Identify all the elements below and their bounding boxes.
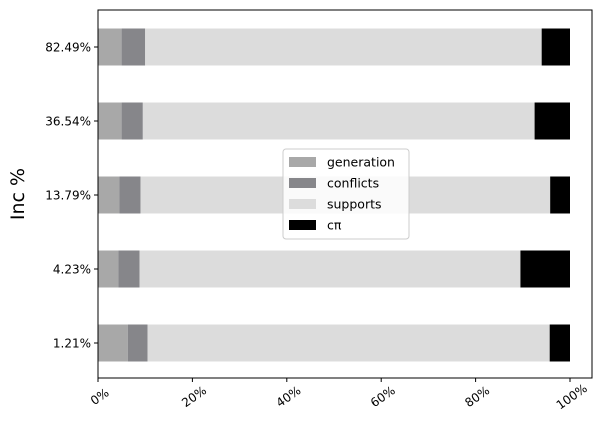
bar-segment-conflicts-3 — [119, 176, 141, 214]
bar-segment-generation-4 — [98, 250, 119, 288]
bar-segment-supports-2 — [142, 102, 535, 140]
bar-segment-cπ-1 — [541, 28, 570, 66]
legend-swatch-supports — [289, 199, 316, 209]
y-axis-title: Inc % — [7, 168, 29, 220]
bar-segment-supports-4 — [139, 250, 521, 288]
legend-label-cπ: cπ — [327, 218, 342, 233]
bar-segment-conflicts-5 — [127, 324, 148, 362]
legend-label-generation: generation — [327, 155, 395, 170]
legend-label-supports: supports — [327, 197, 382, 212]
bar-segment-generation-5 — [98, 324, 128, 362]
y-tick-label: 82.49% — [45, 41, 91, 55]
bar-segment-conflicts-4 — [118, 250, 140, 288]
y-tick-label: 4.23% — [53, 263, 91, 277]
legend-label-conflicts: conflicts — [327, 176, 379, 191]
y-axis: 82.49% 36.54% 13.79% 4.23% 1.21% — [45, 41, 98, 351]
bar-segment-generation-2 — [98, 102, 122, 140]
plot-frame — [97, 9, 593, 379]
x-tick-label: 40% — [274, 383, 304, 410]
legend-swatch-cπ — [289, 220, 316, 230]
y-tick-label: 13.79% — [45, 189, 91, 203]
bar-segment-conflicts-2 — [121, 102, 143, 140]
legend-swatch-generation — [289, 157, 316, 167]
bar-segment-conflicts-1 — [121, 28, 146, 66]
x-axis: 0% 20% 40% 60% 80% 100% — [88, 378, 590, 412]
x-tick-label: 80% — [462, 383, 492, 410]
x-tick-label: 20% — [179, 383, 209, 410]
bar-segment-cπ-5 — [549, 324, 570, 362]
x-tick-label: 100% — [554, 381, 590, 412]
bar-segment-cπ-3 — [550, 176, 570, 214]
bar-segment-cπ-4 — [520, 250, 570, 288]
x-tick-label: 60% — [368, 383, 398, 410]
bars-layer — [98, 28, 570, 362]
bar-segment-cπ-2 — [534, 102, 570, 140]
y-tick-label: 1.21% — [53, 337, 91, 351]
legend: generation conflicts supports cπ — [282, 148, 410, 240]
legend-box — [282, 148, 410, 240]
bar-segment-generation-1 — [98, 28, 122, 66]
y-tick-label: 36.54% — [45, 115, 91, 129]
bar-segment-supports-1 — [145, 28, 542, 66]
x-tick-label: 0% — [88, 386, 112, 408]
legend-swatch-conflicts — [289, 178, 316, 188]
bar-segment-supports-5 — [147, 324, 550, 362]
bar-segment-generation-3 — [98, 176, 120, 214]
